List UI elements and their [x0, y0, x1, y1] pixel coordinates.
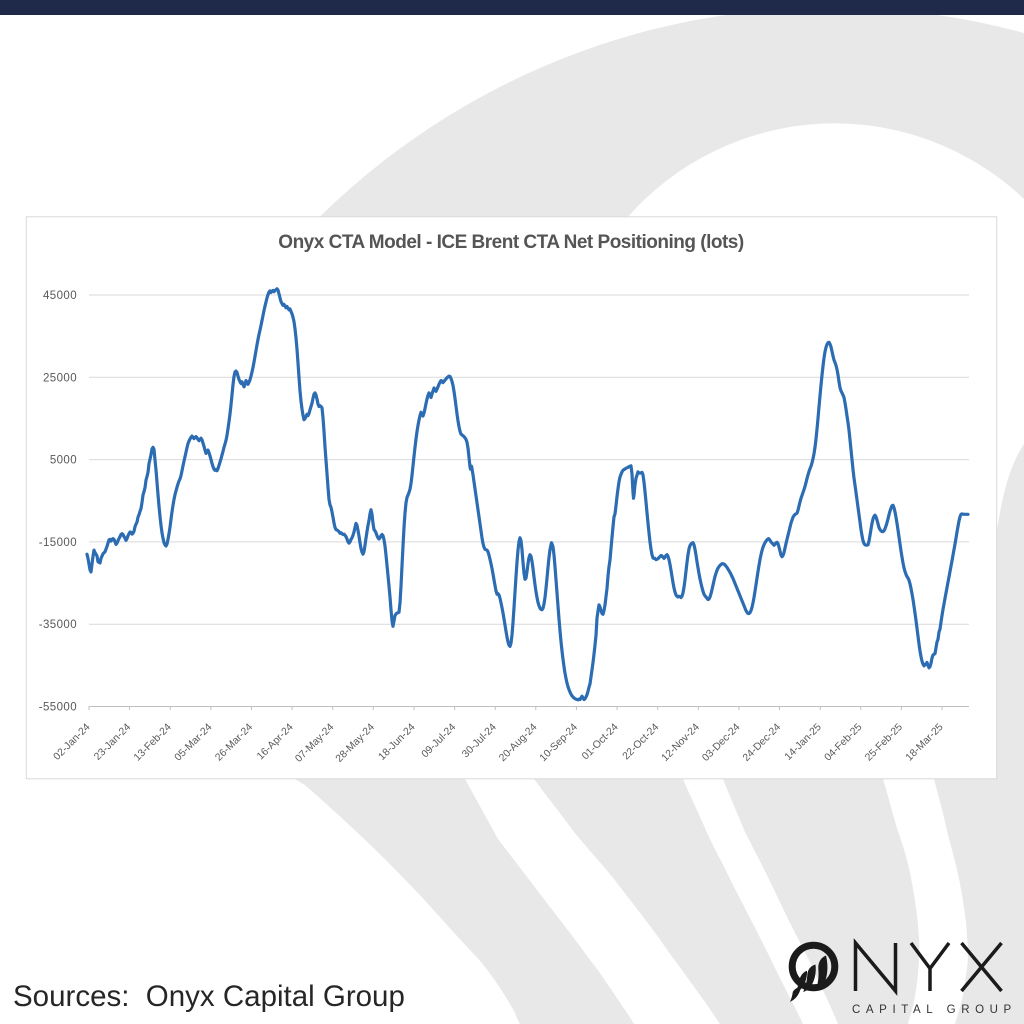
- svg-text:5000: 5000: [50, 455, 77, 467]
- svg-text:-55000: -55000: [39, 702, 77, 714]
- svg-text:Sources: Onyx Capital Group: Sources: Onyx Capital Group: [13, 980, 405, 1013]
- svg-text:-35000: -35000: [39, 619, 77, 631]
- svg-text:45000: 45000: [43, 290, 77, 302]
- svg-text:-15000: -15000: [39, 537, 77, 549]
- svg-text:25000: 25000: [43, 372, 77, 384]
- svg-text:Onyx CTA Model - ICE Brent CTA: Onyx CTA Model - ICE Brent CTA Net Posit…: [278, 232, 744, 253]
- svg-text:CAPITAL GROUP: CAPITAL GROUP: [852, 1004, 1017, 1016]
